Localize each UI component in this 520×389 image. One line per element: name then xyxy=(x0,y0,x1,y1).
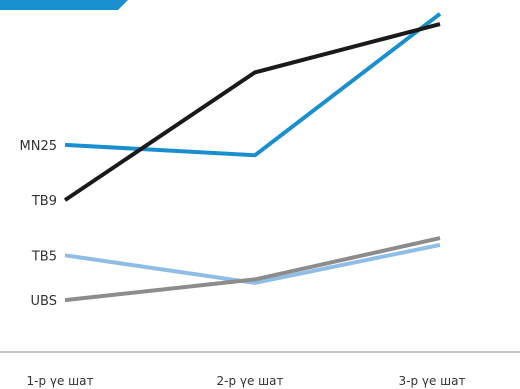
series-label-ubs: UBS xyxy=(31,294,57,309)
series-line-mn25 xyxy=(64,12,442,158)
x-tick-label: 3-р үе шат xyxy=(398,374,465,388)
x-tick-label: 1-р үе шат xyxy=(26,374,93,388)
series-labels: MN25 TB9 TB5 UBS xyxy=(20,139,57,309)
series-line-ubs xyxy=(64,236,441,303)
series-label-tb5: TB5 xyxy=(31,249,57,264)
series-line-tb9 xyxy=(63,22,441,202)
series-label-mn25: MN25 xyxy=(20,139,57,154)
series-label-tb9: TB9 xyxy=(31,194,57,209)
category-labels: 1-р үе шат 2-р үе шат 3-р үе шат xyxy=(26,374,465,388)
x-tick-label: 2-р үе шат xyxy=(216,374,283,388)
header-banner-accent xyxy=(0,0,128,10)
series-lines xyxy=(63,12,442,303)
series-line-tb5 xyxy=(64,242,441,285)
